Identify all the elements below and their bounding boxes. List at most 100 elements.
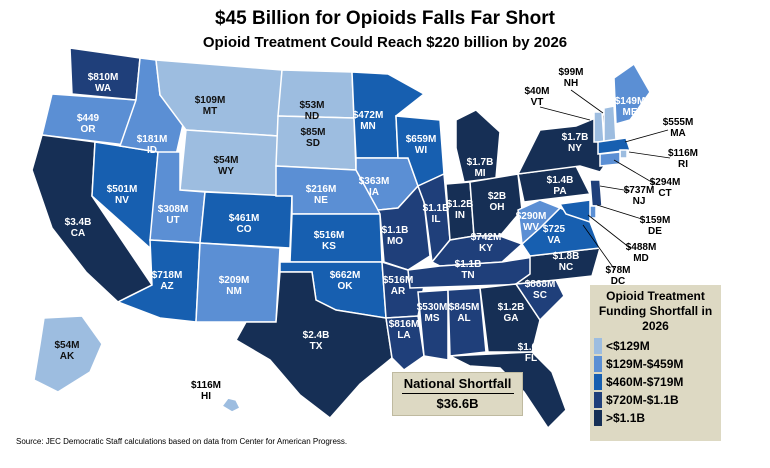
national-shortfall-box: National Shortfall $36.6B bbox=[392, 372, 523, 416]
state-ms bbox=[417, 289, 449, 361]
state-value-ia: $363M bbox=[359, 176, 390, 187]
state-ct bbox=[599, 151, 621, 167]
state-code-il: IL bbox=[432, 214, 441, 225]
state-code-in: IN bbox=[455, 210, 465, 221]
legend-label: $460M-$719M bbox=[606, 375, 684, 389]
state-code-sd: SD bbox=[306, 138, 320, 149]
state-code-ny: NY bbox=[568, 143, 582, 154]
state-code-ca: CA bbox=[71, 228, 85, 239]
state-vt bbox=[593, 111, 605, 143]
state-value-wv: $290M bbox=[516, 211, 547, 222]
state-value-il: $1.1B bbox=[423, 203, 450, 214]
map-subtitle: Opioid Treatment Could Reach $220 billio… bbox=[202, 34, 568, 51]
legend-swatch bbox=[594, 374, 602, 390]
state-code-mi: MI bbox=[474, 168, 485, 179]
state-value-nm: $209M bbox=[219, 275, 250, 286]
state-value-ky: $742M bbox=[471, 232, 502, 243]
state-code-me: ME bbox=[623, 107, 638, 118]
state-code-sc: SC bbox=[533, 290, 547, 301]
state-value-al: $845M bbox=[449, 302, 480, 313]
state-code-or: OR bbox=[81, 124, 97, 135]
state-value-in: $1.2B bbox=[447, 199, 474, 210]
legend-item-1: <$129M bbox=[594, 337, 721, 355]
state-shapes bbox=[31, 47, 651, 430]
label-vt: $40M VT bbox=[524, 86, 550, 108]
state-value-va: $725 bbox=[543, 224, 566, 235]
state-value-mi: $1.7B bbox=[467, 157, 494, 168]
state-value-ok: $662M bbox=[330, 270, 361, 281]
state-code-mo: MO bbox=[387, 236, 403, 247]
state-hi bbox=[220, 397, 242, 413]
state-la bbox=[385, 315, 425, 371]
state-code-nv: NV bbox=[115, 195, 129, 206]
label-md: $488M MD bbox=[625, 242, 657, 264]
state-value-pa: $1.4B bbox=[547, 175, 574, 186]
source-note: Source: JEC Democratic Staff calculation… bbox=[16, 437, 348, 446]
state-value-ca: $3.4B bbox=[65, 217, 92, 228]
state-value-ny: $1.7B bbox=[562, 132, 589, 143]
state-wv bbox=[517, 199, 562, 246]
state-value-oh: $2B bbox=[488, 191, 506, 202]
state-code-al: AL bbox=[457, 313, 470, 324]
legend-item-5: >$1.1B bbox=[594, 409, 721, 427]
state-code-tn: TN bbox=[461, 270, 474, 281]
state-value-mn: $472M bbox=[353, 110, 384, 121]
state-value-wa: $810M bbox=[88, 72, 119, 83]
state-code-wi: WI bbox=[415, 145, 427, 156]
legend-swatch bbox=[594, 410, 602, 426]
state-code-oh: OH bbox=[490, 202, 505, 213]
label-ct: $294M CT bbox=[649, 177, 681, 199]
state-fl bbox=[447, 351, 567, 430]
state-al bbox=[447, 287, 487, 357]
state-value-az: $718M bbox=[152, 270, 183, 281]
state-code-va: VA bbox=[547, 235, 560, 246]
state-code-ut: UT bbox=[166, 215, 179, 226]
label-nh: $99M NH bbox=[558, 67, 584, 89]
state-code-ms: MS bbox=[425, 313, 440, 324]
map-title: $45 Billion for Opioids Falls Far Short bbox=[215, 8, 555, 29]
state-code-ia: IA bbox=[369, 187, 379, 198]
legend-label: <$129M bbox=[606, 339, 650, 353]
national-shortfall-divider bbox=[401, 393, 514, 394]
state-value-mt: $109M bbox=[195, 95, 226, 106]
label-ri: $116M RI bbox=[667, 148, 699, 170]
state-code-ga: GA bbox=[504, 313, 519, 324]
state-value-co: $461M bbox=[229, 213, 260, 224]
legend-item-2: $129M-$459M bbox=[594, 355, 721, 373]
state-code-ak: AK bbox=[60, 351, 75, 362]
legend-item-3: $460M-$719M bbox=[594, 373, 721, 391]
legend-label: $720M-$1.1B bbox=[606, 393, 679, 407]
label-nj: $737M NJ bbox=[623, 185, 655, 207]
state-code-az: AZ bbox=[160, 281, 173, 292]
state-ri bbox=[619, 149, 628, 159]
national-shortfall-value: $36.6B bbox=[436, 396, 479, 411]
state-value-ga: $1.2B bbox=[498, 302, 525, 313]
state-value-mo: $1.1B bbox=[382, 225, 409, 236]
state-code-ne: NE bbox=[314, 195, 328, 206]
state-code-tx: TX bbox=[310, 341, 323, 352]
label-ma: $555M MA bbox=[662, 117, 694, 139]
state-ga bbox=[479, 283, 541, 353]
state-value-nd: $53M bbox=[299, 100, 324, 111]
state-value-tn: $1.1B bbox=[455, 259, 482, 270]
state-code-ar: AR bbox=[391, 286, 406, 297]
state-labels: $810MWA$449OR$3.4BCA$501MNV$181MID$109MM… bbox=[54, 72, 645, 364]
state-value-ut: $308M bbox=[158, 204, 189, 215]
state-nj bbox=[589, 179, 603, 207]
state-value-ks: $516M bbox=[314, 230, 345, 241]
state-code-wv: WV bbox=[523, 222, 539, 233]
state-value-or: $449 bbox=[77, 113, 100, 124]
state-code-la: LA bbox=[397, 330, 410, 341]
state-code-id: ID bbox=[147, 145, 157, 156]
label-dc: $78M DC bbox=[605, 265, 631, 287]
state-value-id: $181M bbox=[137, 134, 168, 145]
state-oh bbox=[469, 173, 523, 237]
state-code-nc: NC bbox=[559, 262, 573, 273]
state-code-ok: OK bbox=[338, 281, 354, 292]
state-code-co: CO bbox=[237, 224, 252, 235]
legend-swatch bbox=[594, 356, 602, 372]
state-mo bbox=[376, 184, 431, 271]
state-code-ky: KY bbox=[479, 243, 493, 254]
state-code-mn: MN bbox=[360, 121, 376, 132]
state-value-la: $816M bbox=[389, 319, 420, 330]
